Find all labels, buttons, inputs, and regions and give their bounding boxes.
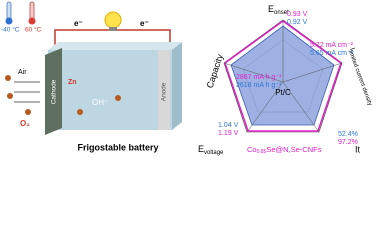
value-label: 1.04 V [218, 122, 239, 129]
value-label: 5.72 mA cm⁻² [310, 42, 354, 49]
cold-temp: -40 °C [1, 26, 20, 34]
value-label: 52.4% [338, 131, 358, 138]
catalyst-label: Co0.85Se@N,Se-CNFs [247, 145, 322, 155]
thermometers: -40 °C 60 °C [1, 1, 42, 34]
value-label: 0.92 V [287, 19, 308, 26]
anode-label: Anode [161, 82, 168, 101]
axis-label: Capacity [205, 52, 225, 89]
value-label: 0.93 V [287, 11, 308, 18]
air-arrows [14, 81, 40, 103]
value-label: 2618 mA h g⁻¹ [236, 82, 282, 89]
bulb-base [109, 27, 117, 31]
axis-label: Evoltage [198, 144, 224, 155]
radar [223, 19, 343, 133]
oxygen-label: O₂ [20, 119, 30, 128]
value-label: 97.2% [338, 139, 358, 146]
bulb [104, 11, 122, 29]
value-label: 5.65 mA cm⁻² [310, 50, 354, 57]
zn-label: Zn [68, 79, 77, 86]
electron-label: e⁻ [74, 19, 83, 28]
figure: -40 °C 60 °C e⁻ e⁻ Cathode Anode Zn OH⁻ … [1, 1, 373, 156]
caption: Frigostable battery [77, 142, 158, 152]
value-label: 2867 mA h g⁻¹ [236, 74, 282, 81]
air-label: Air [18, 69, 27, 76]
hot-temp: 60 °C [25, 26, 42, 34]
cathode-label: Cathode [51, 79, 58, 104]
axis-label: It [355, 144, 361, 154]
electron-label: e⁻ [140, 19, 149, 28]
reference-label: Pt/C [275, 88, 291, 97]
molecules [5, 75, 121, 115]
hydroxide-label: OH⁻ [92, 98, 108, 107]
battery [45, 42, 182, 135]
value-label: 1.19 V [218, 130, 239, 137]
axis-label: Eonset [268, 4, 289, 15]
